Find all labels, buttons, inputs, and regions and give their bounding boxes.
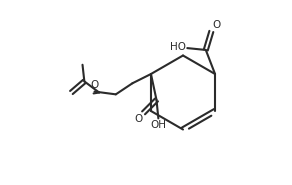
Text: O: O: [212, 20, 220, 30]
Text: O: O: [134, 114, 142, 124]
Text: OH: OH: [150, 120, 166, 130]
Text: O: O: [91, 80, 99, 90]
Text: HO: HO: [170, 42, 186, 52]
